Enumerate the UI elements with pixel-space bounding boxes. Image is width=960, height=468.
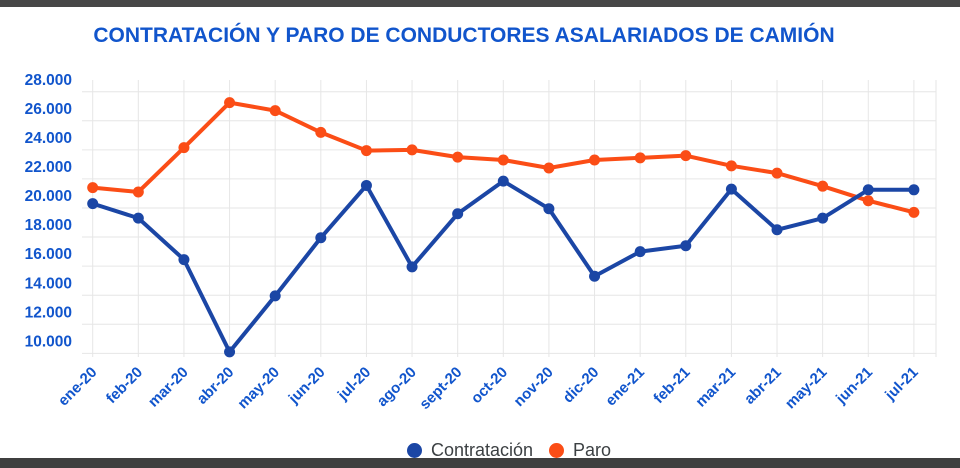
x-axis-tick-label: feb-20 [103,364,146,407]
x-axis-tick-label: abr-20 [194,364,238,408]
x-axis-tick-label: mar-21 [692,364,739,411]
data-point-paro [452,151,464,163]
data-point-contratacin [178,254,190,266]
data-point-paro [87,182,99,194]
data-point-paro [817,180,829,192]
legend-label-contratacion: Contratación [430,439,534,460]
data-point-contratacin [224,346,236,358]
data-point-paro [771,167,783,179]
y-axis-tick-label: 16.000 [25,246,72,263]
data-point-paro [680,150,692,162]
x-axis-tick-label: may-21 [782,364,831,413]
data-point-paro [862,195,874,207]
data-point-paro [315,126,327,138]
data-point-contratacin [269,290,281,302]
y-axis-tick-label: 14.000 [25,275,72,292]
x-axis-tick-label: dic-20 [560,364,603,407]
legend-item-contratacion: Contratación [406,439,534,461]
y-axis-tick-label: 12.000 [25,304,72,321]
x-axis-tick-label: jun-21 [832,364,876,408]
x-axis-tick-label: jul-21 [881,364,921,404]
x-axis-tick-label: nov-20 [511,364,557,410]
data-point-contratacin [725,183,737,195]
x-axis-tick-label: jun-20 [285,364,329,408]
data-point-contratacin [497,175,509,187]
x-axis-tick-label: mar-20 [145,364,192,411]
x-axis-tick-label: feb-21 [650,364,693,407]
data-point-paro [634,152,646,164]
data-point-contratacin [908,184,920,196]
data-point-paro [360,145,372,157]
chart-title: CONTRATACIÓN Y PARO DE CONDUCTORES ASALA… [93,24,835,47]
chart-legend: Contratación Paro [82,438,936,462]
data-point-contratacin [771,224,783,236]
x-axis-tick-label: ago-20 [374,364,420,410]
paro-series-dot-icon [549,442,565,458]
x-axis-tick-label: sept-20 [416,364,465,413]
x-axis-tick-label: jul-20 [334,364,374,404]
data-point-paro [725,160,737,172]
data-point-contratacin [406,261,418,273]
y-axis-tick-label: 22.000 [25,159,72,176]
bottom-edge-bar [0,458,960,468]
data-point-contratacin [452,208,464,220]
data-point-paro [589,154,601,166]
data-point-contratacin [680,240,692,252]
x-axis-tick-label: ene-21 [602,364,648,410]
data-point-contratacin [87,198,99,210]
y-axis-tick-label: 10.000 [25,333,72,350]
x-axis-tick-label: oct-20 [468,364,511,407]
x-axis-tick-label: may-20 [234,364,283,413]
legend-label-paro: Paro [573,439,612,460]
x-axis-tick-label: abr-21 [741,364,785,408]
data-point-paro [269,105,281,117]
data-point-contratacin [862,184,874,196]
data-point-contratacin [360,179,372,191]
data-point-paro [543,162,555,174]
data-point-contratacin [589,270,601,282]
y-axis-tick-label: 26.000 [25,101,72,118]
x-axis-tick-label: ene-20 [55,364,101,410]
data-point-contratacin [634,246,646,258]
data-point-paro [132,186,144,198]
data-point-contratacin [132,212,144,224]
y-axis-tick-label: 28.000 [25,72,72,89]
y-axis-tick-label: 20.000 [25,188,72,205]
y-axis-tick-label: 18.000 [25,217,72,234]
data-point-paro [908,206,920,218]
contratacion-series-dot-icon [406,442,422,458]
data-point-paro [497,154,509,166]
y-axis-tick-label: 24.000 [25,130,72,147]
data-point-contratacin [315,232,327,244]
top-edge-bar [0,0,960,7]
data-point-paro [406,144,418,156]
legend-item-paro: Paro [549,440,611,461]
data-point-paro [224,97,236,109]
data-point-paro [178,142,190,154]
data-point-contratacin [543,203,555,215]
data-point-contratacin [817,212,829,224]
